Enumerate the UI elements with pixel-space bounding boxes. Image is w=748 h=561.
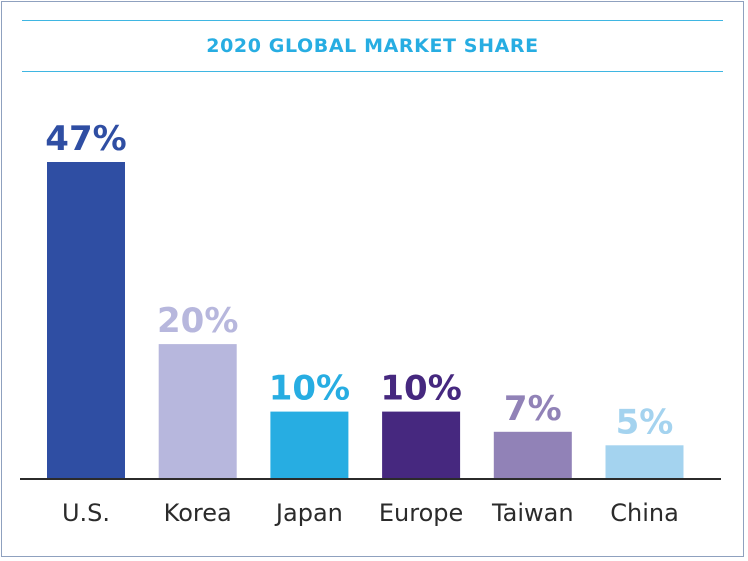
bar-taiwan (493, 431, 572, 479)
bar-europe (382, 411, 461, 479)
title-bottom-rule (22, 71, 723, 72)
title-top-rule (22, 20, 723, 21)
bar-u-s (47, 162, 125, 479)
category-label-u-s: U.S. (62, 499, 110, 527)
data-label-europe: 10% (380, 369, 461, 409)
data-label-china: 5% (616, 402, 674, 442)
category-label-korea: Korea (164, 499, 232, 527)
data-label-taiwan: 7% (504, 389, 562, 429)
category-label-europe: Europe (379, 499, 463, 527)
data-label-korea: 20% (157, 301, 238, 341)
category-label-japan: Japan (274, 499, 343, 527)
bar-japan (270, 411, 349, 479)
chart-title: 2020 GLOBAL MARKET SHARE (206, 35, 539, 57)
category-label-taiwan: Taiwan (491, 499, 574, 527)
data-label-japan: 10% (269, 369, 350, 409)
bar-china (605, 445, 684, 479)
data-label-u-s: 47% (45, 119, 126, 159)
category-label-china: China (610, 499, 679, 527)
bar-korea (158, 344, 237, 479)
